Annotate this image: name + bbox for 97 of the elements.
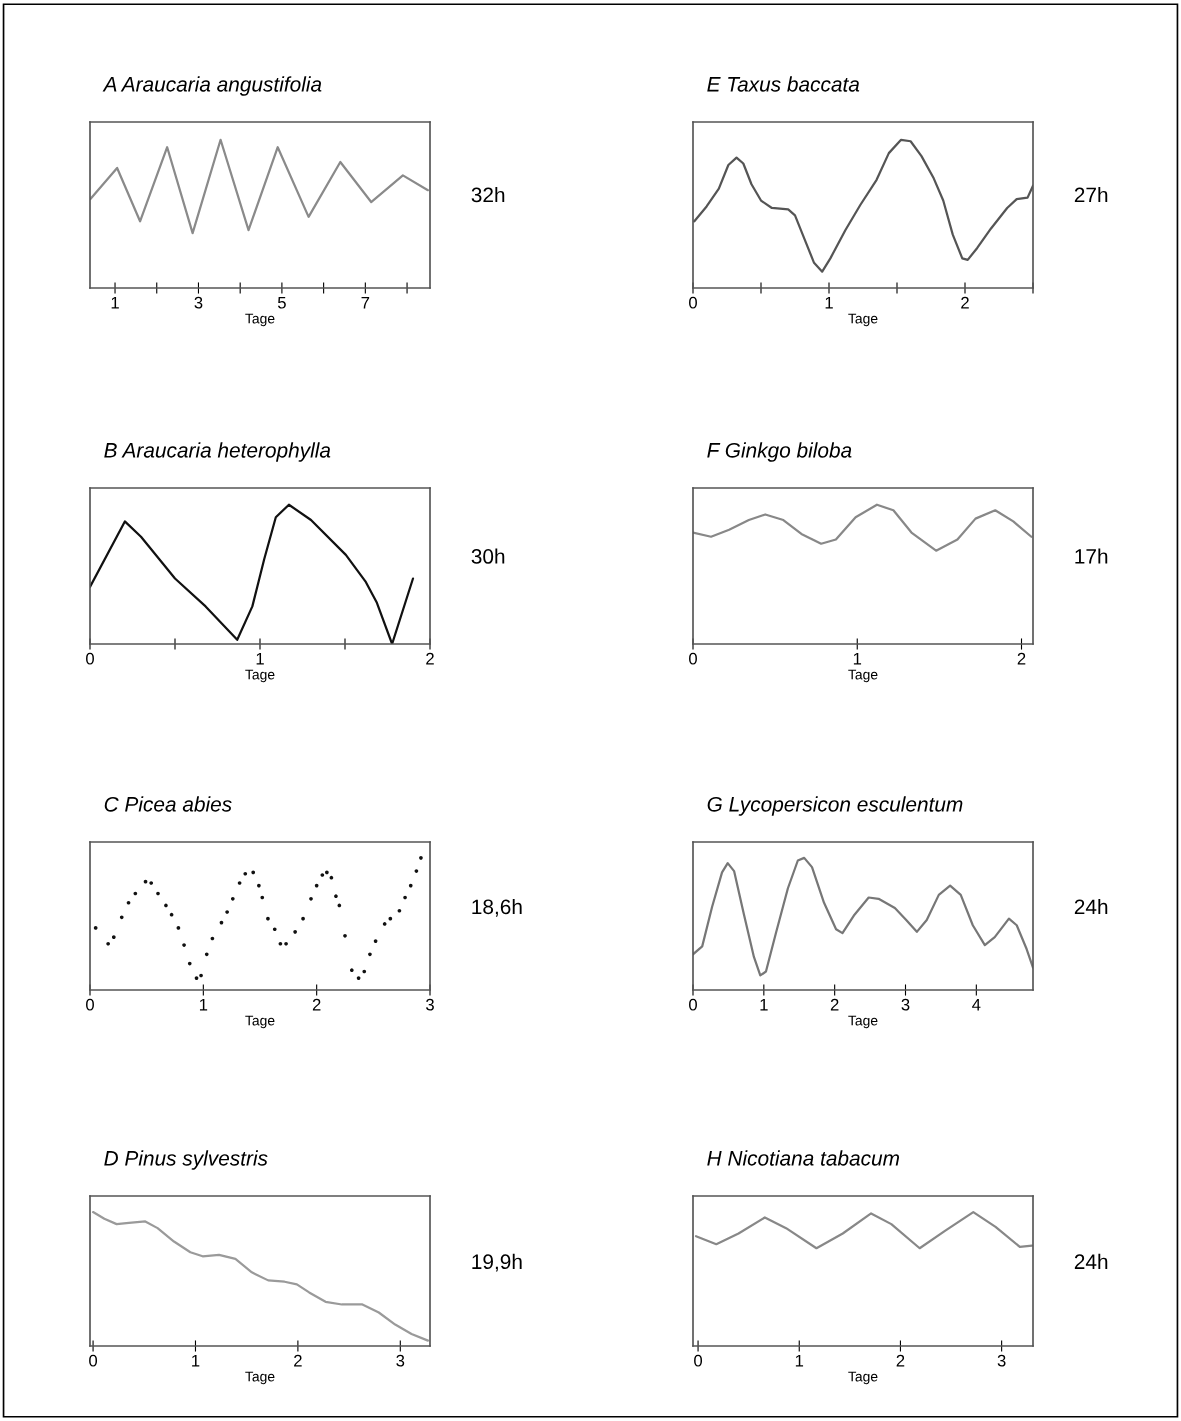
x-tick-label: 1 — [199, 998, 208, 1011]
point — [349, 968, 354, 973]
text: 17h — [1075, 548, 1108, 564]
point — [133, 891, 138, 896]
point — [334, 894, 338, 899]
chart-title: D Pinus sylvestris — [104, 1150, 268, 1170]
point — [194, 976, 199, 980]
point — [164, 903, 168, 908]
x-tick-label: 0 — [86, 652, 94, 665]
x-tick-label: 2 — [961, 296, 969, 309]
point — [278, 941, 283, 946]
x-axis-title: Tage — [848, 313, 878, 327]
point — [382, 922, 387, 926]
chart-title: A Araucaria angustifolia — [102, 76, 322, 96]
text: 27h — [1074, 186, 1108, 203]
point — [106, 941, 110, 946]
text: 24h — [1074, 1253, 1108, 1269]
x-tick-label: 1 — [192, 1354, 200, 1367]
x-axis-title: Tage — [848, 1371, 878, 1385]
x-tick-label: 1 — [760, 998, 768, 1011]
point — [199, 973, 203, 978]
point — [225, 910, 229, 914]
point — [237, 881, 242, 885]
x-axis-title: Tage — [848, 1015, 878, 1029]
point — [403, 895, 407, 900]
x-tick-label: 0 — [689, 998, 697, 1011]
x-tick-label: 2 — [426, 652, 434, 665]
text: 32h — [471, 186, 505, 203]
x-tick-label: 0 — [89, 1354, 98, 1367]
point — [126, 900, 131, 905]
x-tick-label: 3 — [194, 296, 203, 309]
x-tick-label: 4 — [972, 998, 981, 1011]
x-axis-title: Tage — [245, 669, 275, 683]
point — [230, 896, 235, 901]
x-tick-label: 0 — [86, 998, 94, 1011]
point — [419, 856, 423, 860]
point — [397, 908, 402, 913]
x-tick-label: 3 — [426, 998, 434, 1011]
chart-title: C Picea abies — [104, 796, 232, 812]
x-tick-label: 3 — [901, 998, 910, 1011]
point — [243, 871, 248, 876]
x-axis-title: Tage — [245, 1371, 275, 1385]
x-tick-label: 0 — [689, 652, 697, 665]
point — [293, 930, 297, 934]
point — [284, 941, 288, 946]
x-tick-label: 2 — [294, 1354, 302, 1367]
point — [204, 952, 209, 957]
chart-title: G Lycopersicon esculentum — [707, 796, 963, 816]
text: 18,6h — [472, 898, 522, 917]
x-tick-label: 0 — [694, 1354, 703, 1367]
text: 19,9h — [472, 1253, 522, 1272]
point — [414, 869, 419, 873]
point — [93, 926, 98, 930]
point — [119, 915, 124, 920]
chart-title: E Taxus baccata — [707, 76, 860, 92]
point — [373, 939, 378, 943]
x-tick-label: 3 — [396, 1354, 405, 1367]
x-tick-label: 1 — [853, 652, 862, 665]
text: 30h — [471, 548, 505, 564]
x-tick-label: 0 — [689, 296, 697, 309]
point — [111, 935, 116, 939]
chart-title: F Ginkgo biloba — [707, 442, 852, 462]
text: 24h — [1074, 898, 1108, 914]
point — [356, 976, 361, 980]
x-tick-label: 7 — [361, 296, 370, 309]
chart-title: B Araucaria heterophylla — [104, 442, 331, 462]
point — [251, 870, 256, 875]
point — [362, 969, 367, 974]
point — [149, 881, 154, 885]
x-tick-label: 2 — [896, 1354, 905, 1367]
point — [257, 883, 261, 888]
x-tick-label: 5 — [277, 296, 286, 309]
chart-title: H Nicotiana tabacum — [707, 1150, 900, 1166]
x-axis-title: Tage — [245, 1015, 275, 1029]
point — [408, 883, 413, 888]
x-axis-title: Tage — [245, 313, 275, 327]
x-tick-label: 2 — [312, 998, 321, 1011]
point — [187, 961, 192, 966]
point — [182, 943, 186, 947]
x-tick-label: 1 — [825, 296, 833, 309]
x-tick-label: 2 — [1017, 652, 1026, 665]
x-tick-label: 1 — [111, 296, 119, 309]
point — [272, 927, 277, 932]
point — [260, 895, 265, 900]
x-tick-label: 1 — [795, 1354, 804, 1367]
point — [301, 916, 305, 921]
point — [309, 896, 313, 901]
x-tick-label: 3 — [997, 1354, 1006, 1367]
point — [325, 870, 329, 875]
point — [320, 873, 325, 877]
x-tick-label: 1 — [256, 652, 264, 665]
point — [176, 926, 181, 930]
x-axis-title: Tage — [848, 669, 878, 683]
point — [343, 933, 347, 938]
x-tick-label: 2 — [830, 998, 839, 1011]
point — [368, 952, 372, 957]
point — [156, 891, 160, 896]
